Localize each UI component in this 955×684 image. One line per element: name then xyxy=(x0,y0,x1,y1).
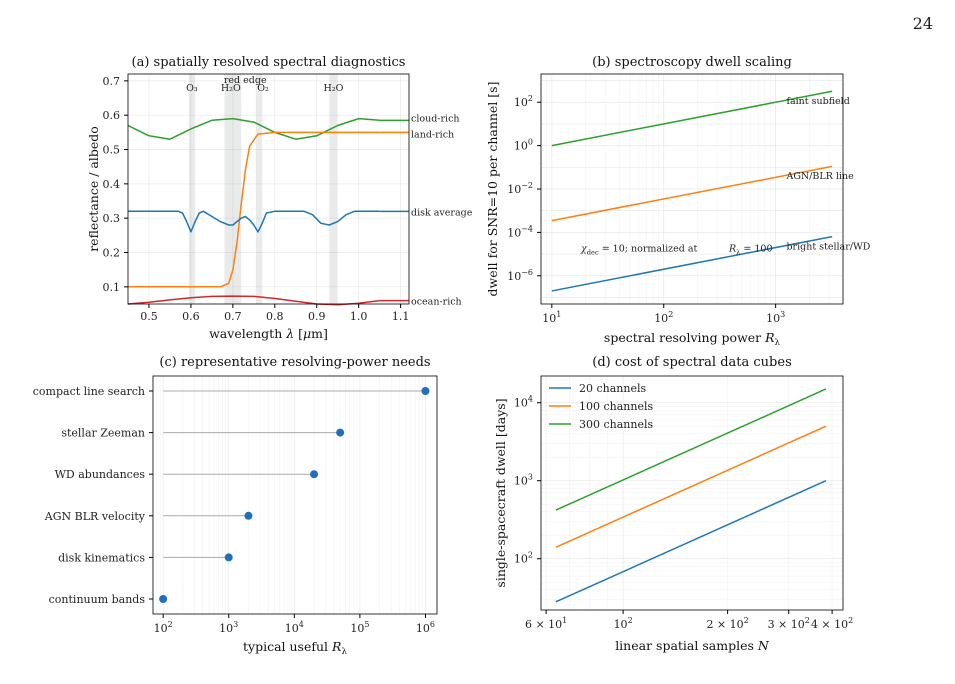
category-label: compact line search xyxy=(33,385,145,398)
y-tick-label: 0.6 xyxy=(103,109,121,122)
y-tick-label: 10−2 xyxy=(507,181,533,196)
lollipop-point xyxy=(159,595,168,603)
legend-label: 300 channels xyxy=(579,418,653,431)
series-line xyxy=(128,131,380,288)
x-axis-label: linear spatial samples N xyxy=(615,638,770,653)
legend-label: 100 channels xyxy=(579,400,653,413)
series-label: disk average xyxy=(411,207,473,218)
x-tick-label: 0.7 xyxy=(224,310,242,323)
series-label: land-rich xyxy=(411,129,454,140)
panel-title: (c) representative resolving-power needs xyxy=(159,355,430,370)
x-tick-label: 1.1 xyxy=(392,310,410,323)
category-label: disk kinematics xyxy=(58,551,145,564)
x-axis-label: typical useful Rλ xyxy=(243,639,347,657)
y-tick-label: 0.1 xyxy=(103,281,121,294)
plot-frame xyxy=(540,375,844,611)
x-tick-label: 0.6 xyxy=(182,310,200,323)
y-tick-label: 0.4 xyxy=(103,178,121,191)
band-label: O₃ xyxy=(186,83,198,94)
y-tick-label: 0.2 xyxy=(103,247,121,260)
series-line xyxy=(551,90,833,147)
x-tick-label: 102 xyxy=(654,310,673,325)
series-label: faint subfield xyxy=(786,96,849,107)
series-line xyxy=(551,235,833,292)
y-tick-label: 104 xyxy=(514,395,533,410)
x-axis-label: spectral resolving power Rλ xyxy=(604,330,781,348)
y-axis-label: reflectance / albedo xyxy=(86,126,101,252)
x-tick-label: 0.8 xyxy=(266,310,284,323)
series-line xyxy=(127,117,380,140)
y-tick-label: 102 xyxy=(514,551,533,566)
absorption-band xyxy=(329,74,338,304)
red-edge-label: red edge xyxy=(224,75,267,86)
band-label: H₂O xyxy=(324,83,344,94)
y-axis-label: single-spacecraft dwell [days] xyxy=(493,398,508,587)
x-tick-label: 6 × 101 xyxy=(525,616,567,631)
x-tick-label: 0.9 xyxy=(308,310,326,323)
series-line xyxy=(555,480,827,603)
x-tick-label: 1.0 xyxy=(350,310,368,323)
legend-label: 20 channels xyxy=(579,382,646,395)
x-tick-label: 103 xyxy=(766,310,785,325)
series-label: bright stellar/WD xyxy=(786,241,870,252)
series-line xyxy=(555,388,827,511)
x-tick-label: 3 × 102 xyxy=(768,616,810,631)
panel-title: (a) spatially resolved spectral diagnost… xyxy=(132,55,406,70)
panel-b: faint subfield AGN/BLR line bright stellar… xyxy=(485,55,871,348)
x-tick-label: 4 × 102 xyxy=(811,616,853,631)
band-label: O₂ xyxy=(257,83,269,94)
lollipop-point xyxy=(224,553,233,562)
panel-title: (d) cost of spectral data cubes xyxy=(592,355,791,370)
y-tick-label: 0.5 xyxy=(103,144,121,157)
y-axis-label: dwell for SNR=10 per channel [s] xyxy=(485,82,500,297)
category-label: WD abundances xyxy=(55,468,146,481)
series-line xyxy=(127,295,380,306)
lollipop-point xyxy=(244,511,253,520)
x-tick-label: 2 × 102 xyxy=(706,616,748,631)
y-tick-label: 10−4 xyxy=(507,224,533,239)
plot-frame xyxy=(127,73,410,305)
y-tick-label: 0.7 xyxy=(103,75,121,88)
y-tick-label: 0.3 xyxy=(103,212,121,225)
series-line xyxy=(555,425,827,548)
lollipop-point xyxy=(336,428,345,437)
category-label: continuum bands xyxy=(49,593,146,606)
y-tick-label: 100 xyxy=(514,138,533,153)
category-label: stellar Zeeman xyxy=(61,427,145,440)
panel-c: compact line search stellar Zeeman WD abun… xyxy=(33,355,438,657)
annotation-text-r: Rλ = 100 xyxy=(728,244,773,257)
band-label: H₂O xyxy=(221,83,241,94)
category-label: AGN BLR velocity xyxy=(44,510,146,523)
panel-d: 20 channels 100 channels 300 channels 6 × 1… xyxy=(493,355,853,653)
y-tick-label: 103 xyxy=(514,473,533,488)
series-line xyxy=(551,165,833,222)
series-label: ocean-rich xyxy=(411,297,462,308)
series-line xyxy=(128,210,380,233)
series-label: cloud-rich xyxy=(411,113,460,124)
annotation-text: χdec = 10; normalized at xyxy=(580,244,698,257)
lollipop-point xyxy=(421,387,430,395)
absorption-band xyxy=(255,74,263,304)
x-tick-label: 101 xyxy=(542,310,561,325)
series-label: AGN/BLR line xyxy=(785,171,854,182)
plot-frame xyxy=(152,375,438,615)
panel-title: (b) spectroscopy dwell scaling xyxy=(592,55,792,70)
x-tick-label: 103 xyxy=(219,620,238,635)
x-tick-label: 104 xyxy=(285,620,304,635)
x-tick-label: 102 xyxy=(154,620,173,635)
x-tick-label: 0.5 xyxy=(140,310,158,323)
x-tick-label: 106 xyxy=(416,620,435,635)
y-tick-label: 102 xyxy=(514,94,533,109)
absorption-band xyxy=(188,74,196,304)
page-number: 24 xyxy=(912,14,933,33)
lollipop-point xyxy=(310,470,319,479)
x-tick-label: 102 xyxy=(614,616,633,631)
x-axis-label: wavelength λ [μm] xyxy=(209,326,328,341)
x-tick-label: 105 xyxy=(350,620,369,635)
y-tick-label: 10−6 xyxy=(507,268,533,283)
